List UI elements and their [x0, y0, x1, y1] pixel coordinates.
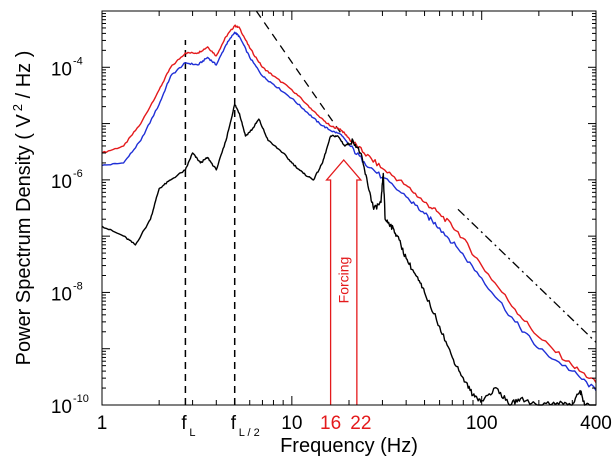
x-tick-label: 400	[580, 413, 612, 434]
y-tick-label: 10	[51, 397, 72, 418]
psd-series	[101, 24, 597, 406]
y-axis-title-unit: / Hz )	[13, 51, 35, 104]
y-tick-exponent: -4	[73, 55, 83, 67]
y-tick-label: 10	[51, 172, 72, 193]
y-axis-title-exponent: 2	[10, 104, 25, 111]
forcing-label: Forcing	[336, 257, 352, 304]
y-tick-exponent: -8	[73, 280, 83, 292]
forcing-annotation: Forcing	[325, 159, 363, 405]
y-axis-title: Power Spectrum Density ( V 2 / Hz )	[10, 51, 35, 366]
reference-line-dashdot	[457, 208, 597, 343]
series-line	[101, 103, 596, 406]
marker-label: f	[231, 413, 237, 434]
axis-ticks	[101, 10, 597, 406]
forcing-end-label: 22	[350, 413, 371, 434]
reference-line-dashed	[255, 10, 341, 133]
forcing-arrow	[325, 159, 363, 405]
series-line	[101, 24, 597, 383]
marker-subscript: L	[189, 427, 195, 439]
forcing-start-label: 16	[320, 413, 341, 434]
y-tick-label: 10	[51, 284, 72, 305]
frequency-markers	[184, 40, 236, 405]
y-tick-exponent: -6	[73, 168, 83, 180]
reference-lines	[255, 10, 597, 343]
x-tick-label: 100	[466, 413, 498, 434]
y-axis-title-main: Power Spectrum Density ( V	[13, 114, 35, 366]
y-tick-label: 10	[51, 59, 72, 80]
plot-frame	[101, 10, 597, 406]
x-tick-label: 10	[281, 413, 302, 434]
series-line	[101, 31, 597, 391]
x-axis-title: Frequency (Hz)	[280, 435, 418, 457]
marker-subscript: L / 2	[239, 427, 260, 439]
marker-label: f	[181, 413, 187, 434]
y-tick-exponent: -10	[73, 393, 89, 405]
x-tick-label: 1	[97, 413, 108, 434]
